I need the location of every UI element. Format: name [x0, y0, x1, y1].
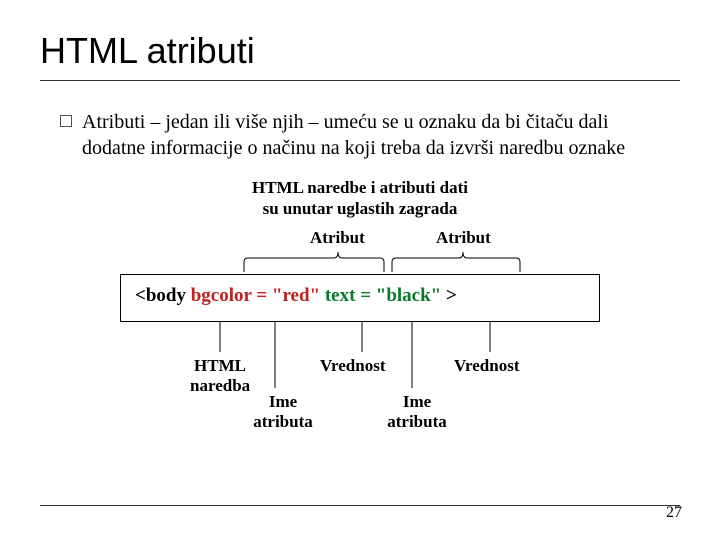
label-ime-atributa-left-l1: Ime	[269, 392, 297, 411]
code-attr2-name: text	[325, 285, 356, 306]
label-html-naredba-l2: naredba	[190, 376, 250, 395]
attribute-diagram: Atribut Atribut <body bgcolor = "red" te…	[120, 228, 600, 432]
code-eq1: =	[252, 285, 272, 306]
label-ime-atributa-right-l2: atributa	[387, 412, 447, 431]
top-labels: Atribut Atribut	[120, 228, 600, 274]
code-attr2-val: "black"	[376, 285, 441, 306]
label-atribut-left: Atribut	[310, 228, 365, 248]
diagram-caption: HTML naredbe i atributi dati su unutar u…	[40, 177, 680, 220]
bullet-row: Atributi – jedan ili više njih – umeću s…	[60, 109, 680, 161]
label-html-naredba: HTML naredba	[190, 356, 250, 396]
body-text: Atributi – jedan ili više njih – umeću s…	[82, 109, 662, 161]
slide: HTML atributi Atributi – jedan ili više …	[0, 0, 720, 540]
label-ime-atributa-left-l2: atributa	[253, 412, 313, 431]
caption-line-1: HTML naredbe i atributi dati	[252, 178, 468, 197]
label-ime-atributa-left: Ime atributa	[248, 392, 318, 432]
code-attr1-name: bgcolor	[191, 285, 252, 306]
bottom-labels: HTML naredba Vrednost Vrednost Ime atrib…	[120, 322, 600, 432]
page-number: 27	[666, 504, 682, 522]
label-ime-atributa-right-l1: Ime	[403, 392, 431, 411]
code-close: >	[441, 285, 457, 306]
divider-top	[40, 80, 680, 81]
caption-line-2: su unutar uglastih zagrada	[263, 199, 458, 218]
label-vrednost-right: Vrednost	[454, 356, 520, 376]
bullet-square-icon	[60, 115, 72, 127]
code-eq2: =	[355, 285, 375, 306]
label-atribut-right: Atribut	[436, 228, 491, 248]
code-attr1-val: "red"	[272, 285, 320, 306]
code-box: <body bgcolor = "red" text = "black" >	[120, 274, 600, 322]
label-html-naredba-l1: HTML	[194, 356, 246, 375]
label-ime-atributa-right: Ime atributa	[382, 392, 452, 432]
divider-bottom	[40, 505, 680, 506]
slide-title: HTML atributi	[40, 30, 680, 72]
code-body-open: <body	[135, 285, 191, 306]
label-vrednost-left: Vrednost	[320, 356, 386, 376]
